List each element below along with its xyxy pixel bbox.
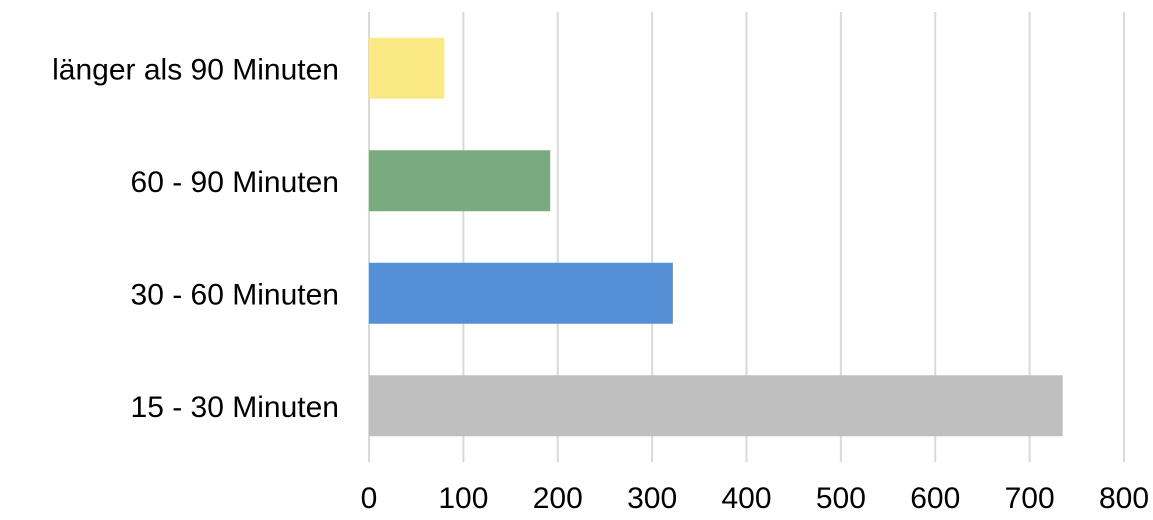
bar-2 [369,150,551,212]
x-tick-label: 200 [533,482,583,515]
bar-3 [369,262,673,324]
x-tick-label: 0 [361,482,378,515]
gridlines [368,12,1125,462]
category-label: 30 - 60 Minuten [131,278,339,311]
x-tick-label: 300 [627,482,677,515]
x-tick-labels: 0 100 200 300 400 500 600 700 800 [361,482,1149,515]
bar-4 [369,375,1063,437]
x-tick-label: 100 [438,482,488,515]
bars [369,37,1063,437]
bar-1 [369,37,445,99]
category-label: 60 - 90 Minuten [131,166,339,199]
category-label: 15 - 30 Minuten [131,391,339,424]
category-label: länger als 90 Minuten [52,53,339,86]
x-tick-label: 600 [910,482,960,515]
x-tick-label: 400 [721,482,771,515]
x-tick-label: 800 [1099,482,1149,515]
x-tick-label: 700 [1005,482,1055,515]
x-tick-label: 500 [816,482,866,515]
category-labels: länger als 90 Minuten 60 - 90 Minuten 30 -… [52,53,339,424]
